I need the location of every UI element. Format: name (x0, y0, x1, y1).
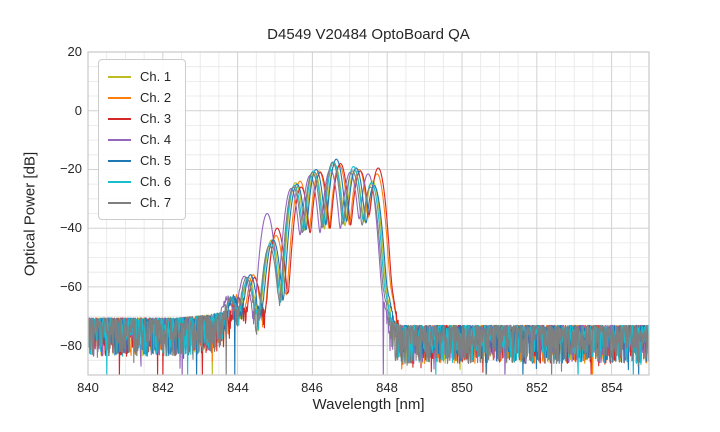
x-axis-label: Wavelength [nm] (312, 396, 425, 413)
y-tick-label: −20 (59, 161, 82, 176)
legend-label: Ch. 4 (140, 132, 172, 147)
legend-line-swatch (108, 117, 131, 120)
legend-line-swatch (108, 201, 131, 204)
y-tick-label: 0 (74, 103, 82, 118)
x-tick-label: 852 (526, 380, 548, 395)
legend-label: Ch. 1 (140, 69, 172, 84)
y-axis-label: Optical Power [dB] (21, 151, 39, 277)
legend-label: Ch. 7 (140, 195, 172, 210)
legend-line-swatch (108, 96, 131, 99)
x-tick-label: 848 (376, 380, 398, 395)
x-tick-label: 846 (301, 380, 323, 395)
legend-line-swatch (108, 180, 131, 183)
x-tick-label: 854 (601, 380, 623, 395)
legend-line-swatch (108, 159, 131, 162)
legend-label: Ch. 5 (140, 153, 172, 168)
legend-line-swatch (108, 75, 131, 78)
y-tick-label: −80 (59, 338, 82, 353)
y-tick-label: 20 (67, 44, 82, 59)
series-line-ch-7 (88, 161, 649, 375)
legend-entry-ch-2: Ch. 2 (108, 87, 177, 108)
chart-title: D4549 V20484 OptoBoard QA (267, 26, 470, 43)
legend-entry-ch-5: Ch. 5 (108, 150, 177, 171)
legend-line-swatch (108, 138, 131, 141)
legend-entry-ch-4: Ch. 4 (108, 129, 177, 150)
legend-label: Ch. 3 (140, 111, 172, 126)
legend-entry-ch-6: Ch. 6 (108, 171, 177, 192)
legend-entry-ch-7: Ch. 7 (108, 192, 177, 213)
x-tick-label: 850 (451, 380, 473, 395)
legend-label: Ch. 2 (140, 90, 172, 105)
legend-label: Ch. 6 (140, 174, 172, 189)
y-tick-label: −40 (59, 220, 82, 235)
x-tick-label: 844 (227, 380, 249, 395)
x-tick-label: 840 (77, 380, 99, 395)
x-tick-label: 842 (152, 380, 174, 395)
legend: Ch. 1 Ch. 2 Ch. 3 Ch. 4 Ch. 5 Ch. 6 Ch. 7 (98, 59, 186, 220)
legend-entry-ch-3: Ch. 3 (108, 108, 177, 129)
legend-entry-ch-1: Ch. 1 (108, 66, 177, 87)
y-tick-label: −60 (59, 279, 82, 294)
